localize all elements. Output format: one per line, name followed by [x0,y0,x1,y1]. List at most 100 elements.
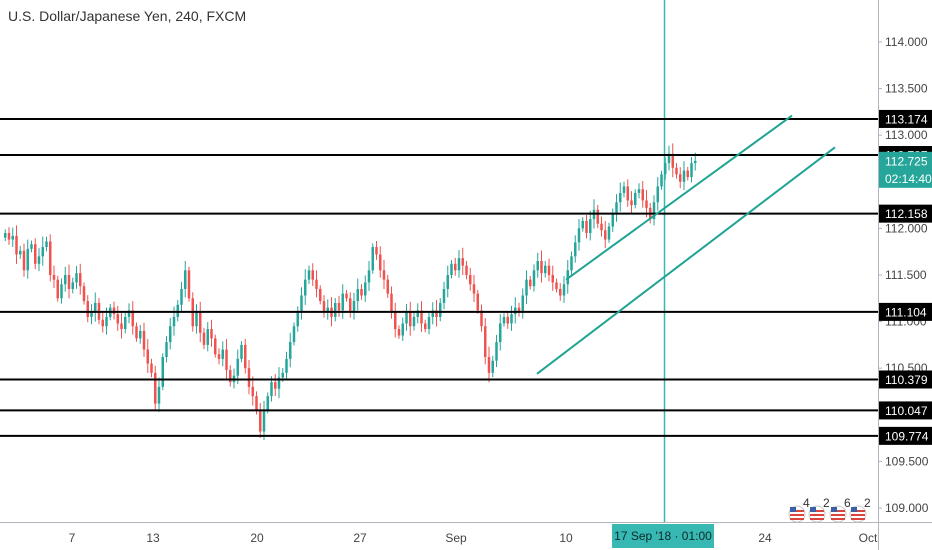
candle-body [364,282,367,296]
candle-body [547,265,551,275]
candle-body [41,247,44,257]
us-flag-icon[interactable] [849,505,867,523]
candle-body [517,307,521,313]
us-flag-icon[interactable] [829,505,847,523]
candle-body [217,354,221,359]
candle-body [11,235,14,240]
candle-body [491,360,494,373]
candle-body [694,160,697,164]
channel-lower-line[interactable] [536,146,836,375]
crosshair-time-badge [612,524,714,548]
candle-body [172,316,176,327]
candle-body [611,214,614,227]
candle-body [409,312,412,327]
candle-body [244,344,247,369]
y-tick-label: 112.000 [885,221,928,235]
candle-body [176,304,179,317]
level-price-badge [879,204,932,223]
level-price-badge [879,370,932,389]
event-count-badge: 2 [823,496,830,510]
candle-body [525,279,528,296]
y-tick-label: 111.500 [885,268,927,282]
candle-body [379,254,382,271]
x-tick-label: 27 [353,531,367,545]
candle-body [371,247,374,271]
candle-body [304,279,307,296]
x-tick-label: 20 [250,531,264,545]
candle-body [277,377,281,389]
candle-body [420,310,423,324]
candle-body [341,293,344,311]
last-price-badge [879,151,932,188]
candle-body [127,310,131,317]
x-tick-label: Sep [445,531,467,545]
y-tick-label: 109.000 [885,501,929,515]
candle-body [326,307,329,313]
candle-body [315,279,318,289]
candle-body [446,274,449,289]
candle-body [555,282,558,289]
level-price-badge [879,401,932,420]
candle-body [487,357,491,373]
candle-body [45,241,48,248]
candle-body [506,316,509,324]
flag-stripe [851,510,865,512]
candle-body [146,349,149,364]
candle-body [49,241,52,275]
event-count-badge: 6 [844,496,851,510]
candle-body [300,295,303,313]
candle-body [401,323,404,336]
candle-body [292,326,296,343]
flag-stripe [831,510,845,512]
chart-title: U.S. Dollar/Japanese Yen, 240, FXCM [8,8,246,24]
candle-body [105,316,108,327]
candle-body [236,358,239,376]
candle-body [165,342,168,358]
us-flag-icon[interactable] [788,505,806,523]
candle-body [247,368,251,387]
candle-body [637,189,641,193]
x-tick-label: 24 [758,531,772,545]
candle-body [56,279,59,299]
candle-body [596,209,599,224]
y-tick-label: 109.500 [885,454,929,468]
candle-body [502,316,506,324]
us-flag-icon[interactable] [808,505,826,523]
candle-body [296,312,299,327]
flag-stripe [790,510,804,512]
level-price-label: 109.774 [885,429,929,443]
candle-body [206,329,209,345]
candle-body [454,263,457,271]
candle-body [615,202,618,215]
candle-body [431,310,434,317]
candle-body [15,235,18,255]
candle-body [679,174,682,182]
flag-stripe [810,518,824,520]
candle-body [142,330,146,350]
interval-label[interactable]: 240 [175,8,199,24]
candle-body [484,326,487,358]
candle-body [180,288,183,305]
candle-body [281,372,284,378]
candle-body [607,226,611,240]
candle-body [664,163,667,175]
candle-body [630,200,633,206]
candle-body [514,307,517,315]
candle-body [382,270,386,280]
candle-body [34,244,37,264]
candle-body [641,189,644,201]
candle-body [86,301,89,317]
candle-body [26,248,29,271]
candle-body [386,279,389,294]
candle-body [64,274,67,285]
candle-body [667,153,671,164]
candle-body [457,258,461,271]
candle-body [660,174,663,187]
candle-body [439,302,442,317]
candle-body [82,286,86,302]
level-price-label: 111.104 [885,305,927,319]
channel-upper-line[interactable] [565,114,793,281]
candle-body [349,298,352,313]
flag-stripe [810,510,824,512]
